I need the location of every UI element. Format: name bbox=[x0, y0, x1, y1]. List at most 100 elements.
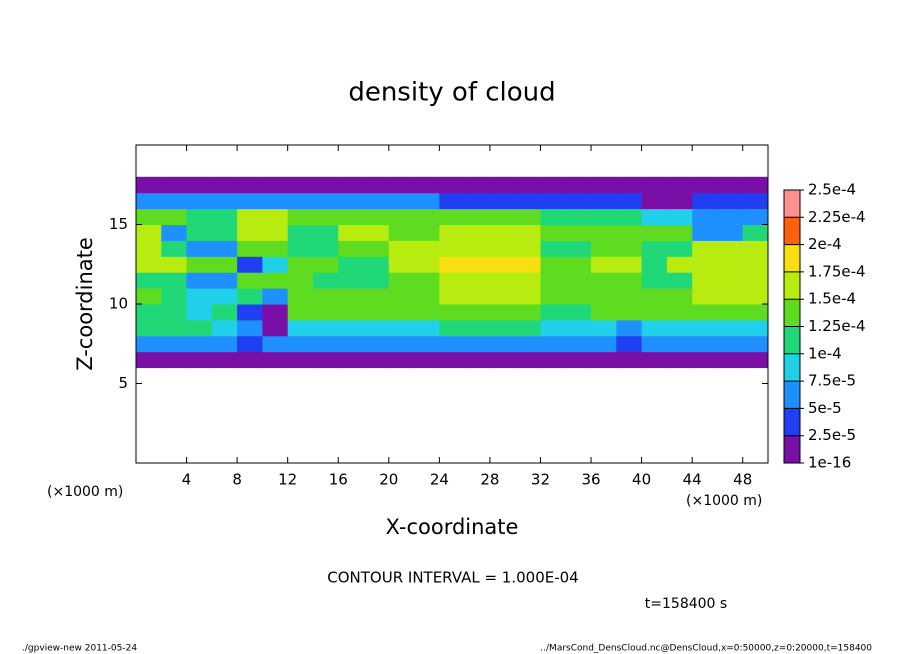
cell bbox=[237, 335, 263, 353]
cell bbox=[136, 176, 162, 194]
cell bbox=[338, 256, 365, 273]
x-tick-label: 40 bbox=[632, 471, 651, 489]
cell bbox=[211, 272, 238, 289]
cell bbox=[287, 224, 314, 241]
cell bbox=[489, 176, 516, 194]
cell bbox=[363, 288, 390, 305]
cell bbox=[666, 319, 693, 337]
cell bbox=[237, 192, 263, 210]
cell bbox=[591, 192, 617, 210]
colorbar-label: 2e-4 bbox=[808, 235, 842, 253]
cell bbox=[312, 335, 339, 353]
cell bbox=[489, 256, 516, 273]
cell bbox=[616, 224, 643, 241]
cell bbox=[591, 335, 617, 353]
x-tick-label: 4 bbox=[182, 471, 192, 489]
cell bbox=[489, 272, 516, 289]
cell bbox=[414, 192, 440, 210]
colorbar-label: 1e-4 bbox=[808, 344, 842, 362]
cell bbox=[692, 351, 718, 369]
footer-right: ../MarsCond_DensCloud.nc@DensCloud,x=0:5… bbox=[540, 644, 872, 654]
cell bbox=[414, 208, 440, 225]
cell bbox=[565, 335, 592, 353]
cell bbox=[540, 319, 567, 337]
colorbar-swatch bbox=[784, 408, 800, 436]
cell bbox=[388, 335, 415, 353]
cell bbox=[262, 192, 289, 210]
cell bbox=[540, 208, 567, 225]
cell bbox=[641, 304, 668, 321]
cell bbox=[515, 192, 541, 210]
colorbar-swatch bbox=[784, 217, 800, 245]
cell bbox=[338, 224, 365, 241]
cell bbox=[591, 224, 617, 241]
cell bbox=[363, 192, 390, 210]
cell bbox=[515, 256, 541, 273]
cell bbox=[287, 335, 314, 353]
cell bbox=[287, 192, 314, 210]
cell bbox=[312, 351, 339, 369]
cell bbox=[717, 288, 744, 305]
cell bbox=[287, 256, 314, 273]
cell bbox=[136, 351, 162, 369]
cell bbox=[742, 319, 769, 337]
cell bbox=[262, 272, 289, 289]
x-axis-label: X-coordinate bbox=[386, 515, 519, 539]
colorbar-swatch bbox=[784, 381, 800, 409]
cell bbox=[616, 256, 643, 273]
cell bbox=[616, 351, 643, 369]
cell bbox=[666, 176, 693, 194]
cell bbox=[616, 176, 643, 194]
cell bbox=[262, 256, 289, 273]
cell bbox=[312, 256, 339, 273]
cell bbox=[136, 208, 162, 225]
cell bbox=[489, 288, 516, 305]
cell bbox=[565, 224, 592, 241]
cell bbox=[692, 335, 718, 353]
cell bbox=[161, 224, 188, 241]
cell bbox=[464, 256, 491, 273]
cell bbox=[439, 304, 466, 321]
cell bbox=[641, 288, 668, 305]
cell bbox=[136, 240, 162, 257]
cell bbox=[565, 272, 592, 289]
cell bbox=[591, 240, 617, 257]
cell bbox=[489, 304, 516, 321]
cell bbox=[717, 351, 744, 369]
cell bbox=[717, 272, 744, 289]
cell bbox=[312, 319, 339, 337]
cell bbox=[489, 192, 516, 210]
cell bbox=[439, 208, 466, 225]
cell bbox=[237, 240, 263, 257]
cell bbox=[136, 304, 162, 321]
cell bbox=[616, 288, 643, 305]
cell bbox=[540, 256, 567, 273]
x-tick-label: 48 bbox=[733, 471, 752, 489]
colorbar-label: 1.25e-4 bbox=[808, 317, 866, 335]
colorbar-swatch bbox=[784, 435, 800, 463]
cell bbox=[717, 335, 744, 353]
cell bbox=[540, 176, 567, 194]
cell bbox=[464, 208, 491, 225]
cell bbox=[136, 256, 162, 273]
cell bbox=[161, 319, 188, 337]
cell bbox=[666, 192, 693, 210]
cell bbox=[540, 351, 567, 369]
cell bbox=[540, 272, 567, 289]
cell bbox=[136, 319, 162, 337]
cell bbox=[186, 272, 213, 289]
cell bbox=[211, 335, 238, 353]
cell bbox=[161, 208, 188, 225]
cell bbox=[515, 288, 541, 305]
cell bbox=[439, 256, 466, 273]
cell bbox=[338, 319, 365, 337]
cell bbox=[692, 240, 718, 257]
cell bbox=[312, 176, 339, 194]
cell bbox=[515, 240, 541, 257]
cell bbox=[666, 351, 693, 369]
cell bbox=[565, 192, 592, 210]
cell bbox=[439, 351, 466, 369]
cell bbox=[565, 351, 592, 369]
colorbar-label: 1e-16 bbox=[808, 454, 851, 472]
cell bbox=[414, 288, 440, 305]
